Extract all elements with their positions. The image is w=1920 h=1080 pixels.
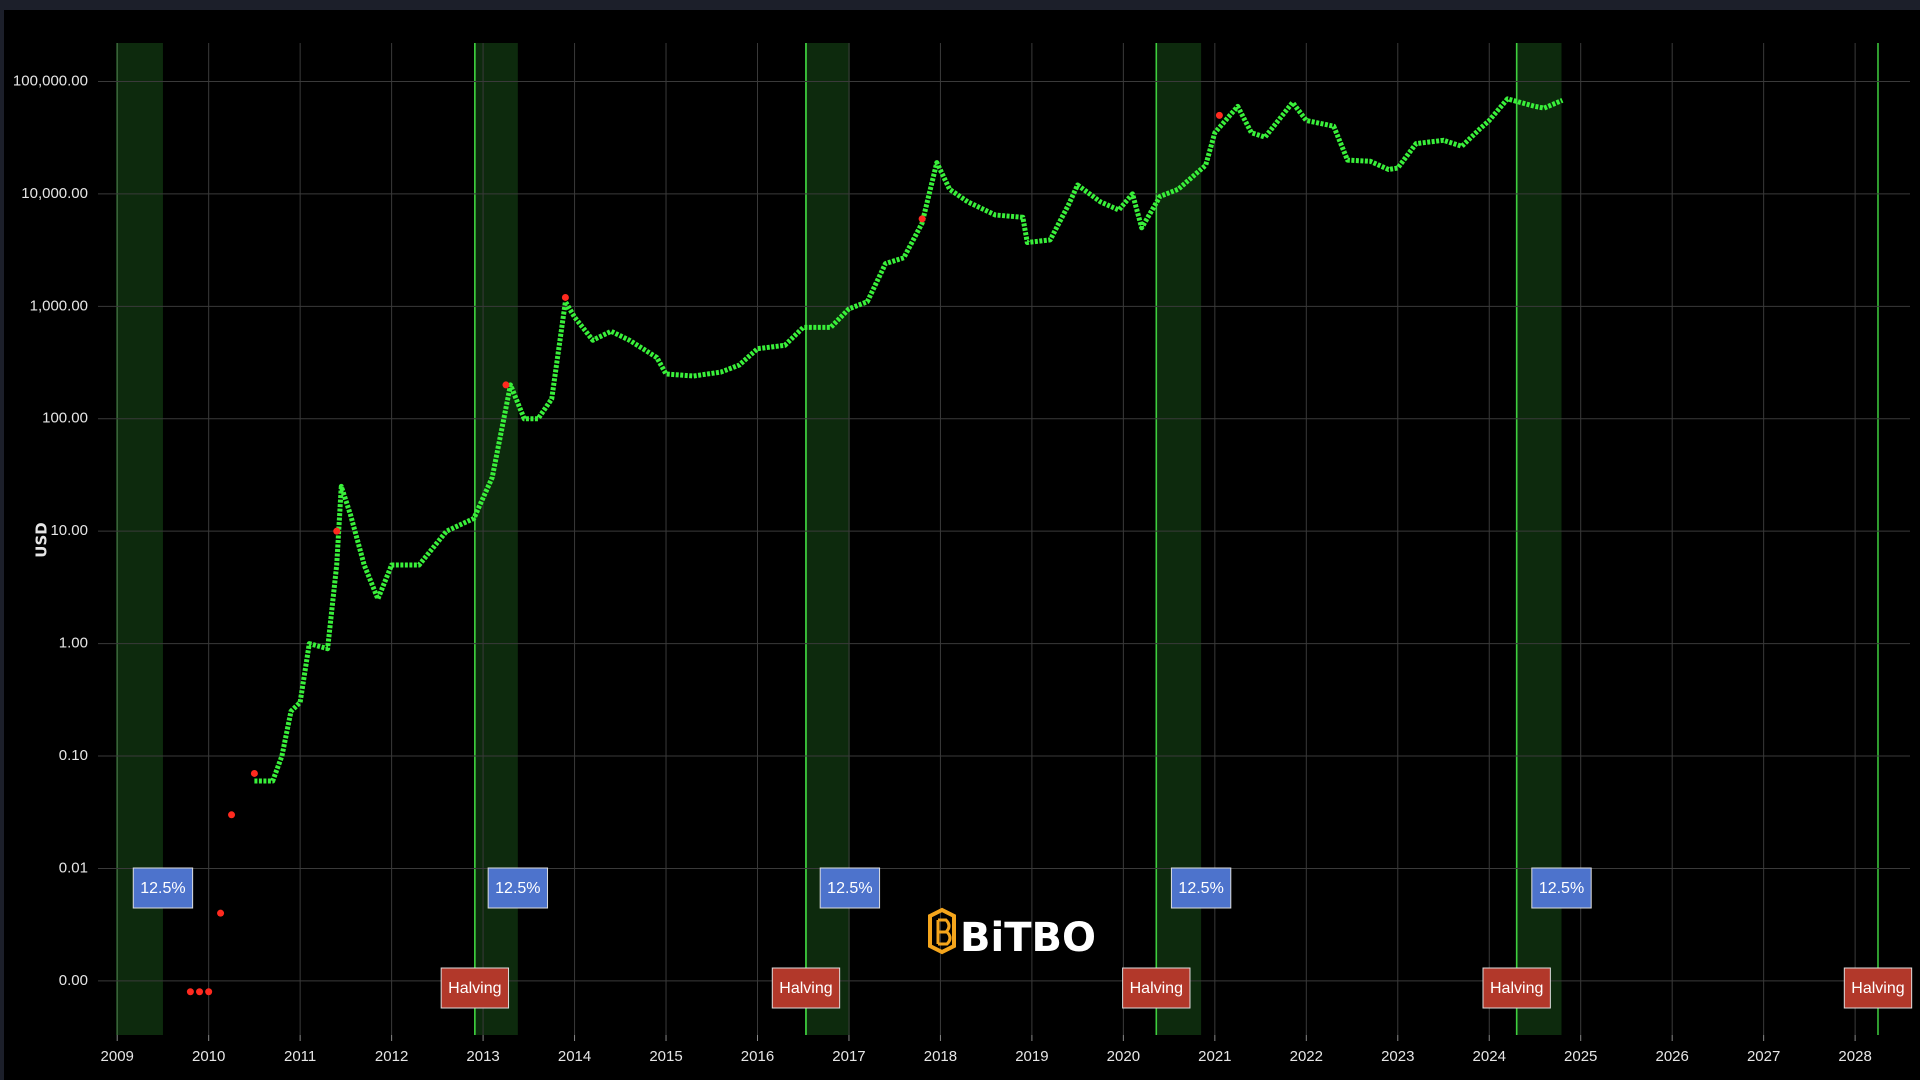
band-label-box bbox=[1170, 867, 1232, 909]
halving-label-text: Halving bbox=[779, 980, 832, 997]
price-point bbox=[186, 988, 194, 996]
halving-label: Halving bbox=[771, 967, 841, 1009]
y-tick-label: 0.01 bbox=[59, 859, 88, 876]
data-layer bbox=[186, 96, 1564, 996]
halving-label: Halving bbox=[440, 967, 510, 1009]
top-bar bbox=[0, 0, 1920, 10]
y-tick-label: 1,000.00 bbox=[30, 297, 88, 314]
y-tick-label: 10.00 bbox=[50, 522, 88, 539]
halving-label: Halving bbox=[1122, 967, 1191, 1009]
price-point bbox=[918, 215, 926, 223]
band-label-text: 12.5% bbox=[140, 880, 185, 897]
halving-label-text: Halving bbox=[1490, 980, 1543, 997]
y-tick-label: 0.10 bbox=[59, 747, 88, 764]
price-point bbox=[502, 381, 510, 389]
band-label: 12.5% bbox=[1170, 867, 1232, 909]
price-point bbox=[250, 769, 258, 777]
x-tick-label: 2011 bbox=[284, 1048, 316, 1065]
band-label-box bbox=[1531, 867, 1592, 909]
x-tick-label: 2024 bbox=[1473, 1048, 1506, 1065]
band-label: 12.5% bbox=[1531, 867, 1592, 909]
x-tick-label: 2013 bbox=[466, 1048, 499, 1065]
left-edge bbox=[0, 10, 4, 1080]
halving-label-box bbox=[771, 967, 841, 1009]
band-label: 12.5% bbox=[487, 867, 549, 909]
y-tick-label: 1.00 bbox=[59, 635, 88, 652]
price-point bbox=[217, 909, 225, 917]
x-tick-label: 2025 bbox=[1564, 1048, 1597, 1065]
halving-label-box bbox=[440, 967, 510, 1009]
x-tick-label: 2026 bbox=[1655, 1048, 1688, 1065]
label-layer: 0.00 0.01 0.10 1.00 10.00 100.00 1,000.00 10,00… bbox=[13, 72, 1913, 1065]
grid-layer bbox=[98, 43, 1910, 1041]
background-layer bbox=[116, 43, 1879, 1035]
band-label-box bbox=[132, 867, 194, 909]
halving-label-box bbox=[1482, 967, 1551, 1009]
x-tick-label: 2023 bbox=[1381, 1048, 1414, 1065]
halving-label-text: Halving bbox=[1130, 980, 1183, 997]
x-tick-label: 2021 bbox=[1198, 1048, 1231, 1065]
price-point bbox=[333, 527, 341, 535]
x-tick-label: 2015 bbox=[649, 1048, 682, 1065]
halving-label-box bbox=[1843, 967, 1913, 1009]
y-tick-label: 0.00 bbox=[59, 972, 88, 989]
band-label-box bbox=[819, 867, 881, 909]
band-label: 12.5% bbox=[819, 867, 881, 909]
x-tick-label: 2014 bbox=[558, 1048, 591, 1065]
y-tick-label: 100.00 bbox=[42, 410, 88, 427]
halving-label-text: Halving bbox=[1851, 980, 1904, 997]
logo-icon bbox=[928, 907, 956, 955]
price-point bbox=[561, 293, 569, 301]
logo: BiTBO bbox=[928, 907, 1096, 961]
x-tick-label: 2018 bbox=[924, 1048, 957, 1065]
band-label-text: 12.5% bbox=[1539, 880, 1584, 897]
price-point bbox=[1215, 111, 1223, 119]
price-point bbox=[205, 988, 213, 996]
price-point bbox=[196, 988, 204, 996]
x-tick-label: 2028 bbox=[1838, 1048, 1871, 1065]
x-tick-label: 2017 bbox=[832, 1048, 865, 1065]
band-label: 12.5% bbox=[132, 867, 194, 909]
x-tick-label: 2016 bbox=[741, 1048, 774, 1065]
x-tick-label: 2009 bbox=[101, 1048, 134, 1065]
price-line bbox=[254, 96, 1564, 784]
band-label-text: 12.5% bbox=[495, 880, 540, 897]
halving-label: Halving bbox=[1482, 967, 1551, 1009]
watermark: BiTBO bbox=[960, 915, 1096, 961]
x-tick-label: 2012 bbox=[375, 1048, 408, 1065]
halving-label-box bbox=[1122, 967, 1191, 1009]
x-tick-label: 2019 bbox=[1015, 1048, 1048, 1065]
halving-label: Halving bbox=[1843, 967, 1913, 1009]
x-tick-label: 2027 bbox=[1747, 1048, 1780, 1065]
halving-label-text: Halving bbox=[448, 980, 501, 997]
y-tick-label: 10,000.00 bbox=[21, 185, 88, 202]
band-label-text: 12.5% bbox=[827, 880, 872, 897]
band-label-box bbox=[487, 867, 549, 909]
x-tick-label: 2020 bbox=[1107, 1048, 1140, 1065]
x-tick-label: 2022 bbox=[1290, 1048, 1323, 1065]
band-label-text: 12.5% bbox=[1178, 880, 1223, 897]
logo-icon-b bbox=[936, 918, 952, 946]
x-tick-label: 2010 bbox=[192, 1048, 225, 1065]
y-axis-label: USD bbox=[33, 522, 51, 557]
y-tick-label: 100,000.00 bbox=[13, 72, 88, 89]
price-point bbox=[228, 811, 236, 819]
